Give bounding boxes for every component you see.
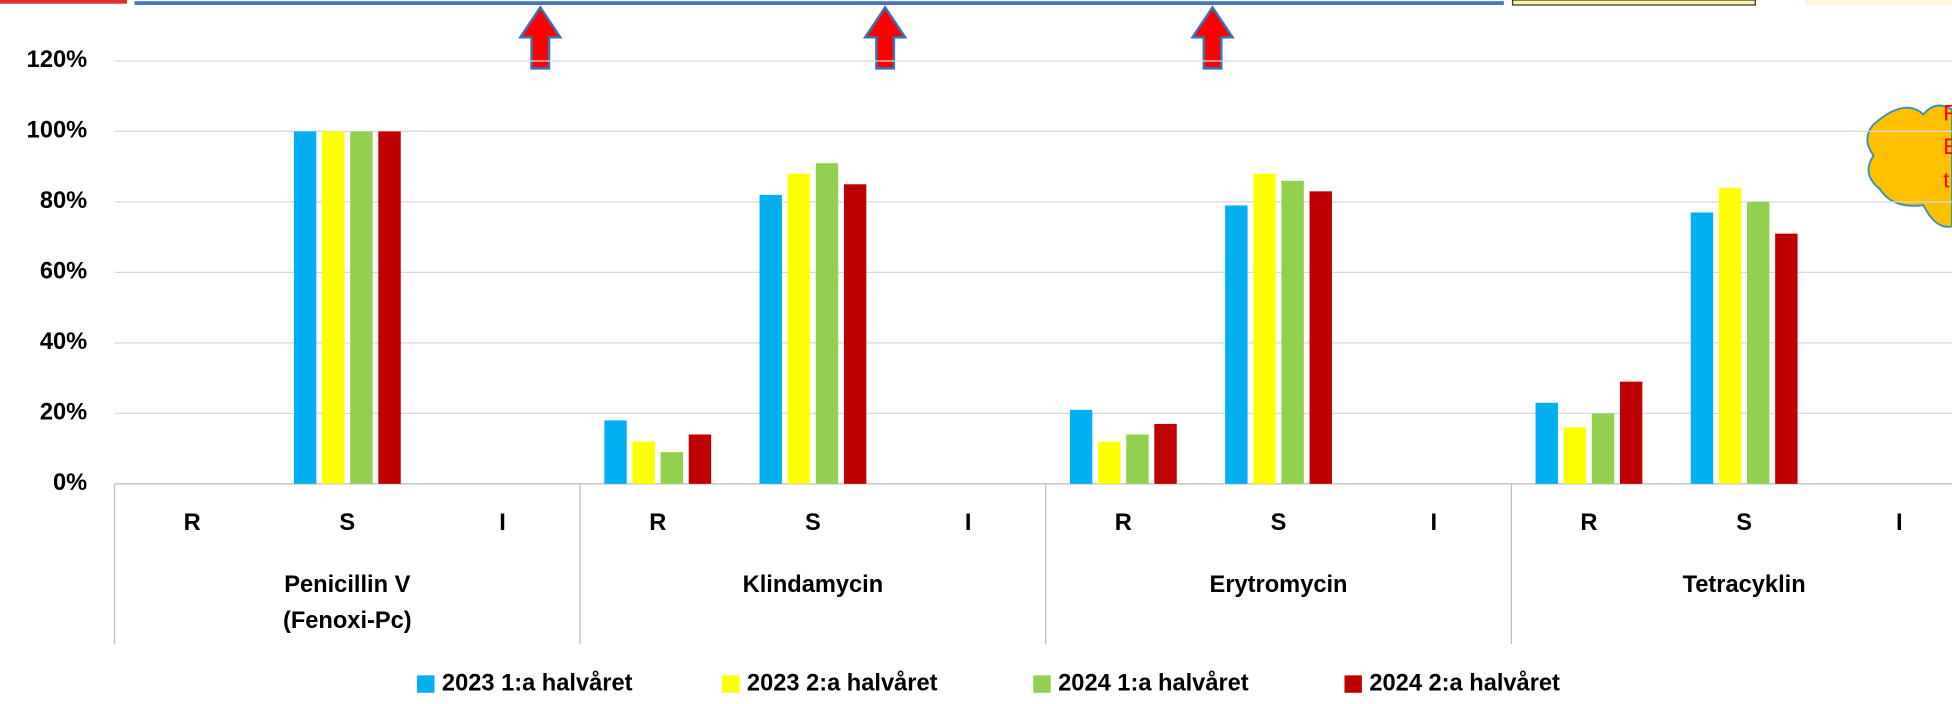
bar <box>1747 201 1770 484</box>
top-box <box>1511 0 1756 6</box>
x-tick-label: S <box>1736 510 1752 536</box>
arrows <box>518 5 1235 70</box>
top-bar-blue <box>134 1 1504 5</box>
bar <box>1690 212 1714 484</box>
legend-label: 2023 2:a halvåret <box>747 670 938 696</box>
callout: FEt <box>1943 100 1952 192</box>
bar <box>350 131 373 484</box>
group-label: (Fenoxi-Pc) <box>283 608 412 634</box>
x-tick-label: R <box>1115 510 1132 536</box>
bar <box>1098 441 1121 484</box>
x-tick-label: R <box>184 510 201 536</box>
legend-swatch <box>1344 675 1362 693</box>
plot: 0% 20% 40% 60% 80% 100% 120% R S I R S I R S I R S I Penici… <box>27 47 1952 696</box>
x-tick-label: I <box>1430 510 1437 536</box>
x-tick-label: S <box>805 510 821 536</box>
bar <box>787 173 811 484</box>
bar <box>604 420 627 484</box>
y-tick-label: 120% <box>27 47 87 73</box>
y-tick-label: 100% <box>27 118 87 144</box>
group-label: Penicillin V <box>284 572 410 598</box>
legend-swatch <box>417 675 435 693</box>
legend-label: 2024 2:a halvåret <box>1369 670 1560 696</box>
bar <box>1225 205 1248 484</box>
bar <box>1309 191 1332 484</box>
bar <box>688 434 712 484</box>
y-tick-label: 0% <box>53 470 87 496</box>
bar <box>1563 427 1587 484</box>
y-tick-label: 20% <box>40 400 87 426</box>
bar <box>1154 423 1177 484</box>
bar <box>759 194 782 484</box>
legend-label: 2023 1:a halvåret <box>442 670 633 696</box>
arrow <box>518 5 563 70</box>
x-tick-label: R <box>649 510 666 536</box>
bar <box>632 441 655 484</box>
x-tick-label: I <box>965 510 972 536</box>
y-tick-label: 60% <box>40 259 87 285</box>
bar <box>378 131 401 484</box>
legend-label: 2024 1:a halvåret <box>1058 670 1249 696</box>
bar <box>322 131 345 484</box>
legend-swatch <box>1033 675 1051 693</box>
bar <box>1718 187 1742 484</box>
top-bar-red <box>0 0 127 4</box>
bar <box>1126 434 1149 484</box>
y-tick-label: 40% <box>40 329 87 355</box>
bar <box>1535 402 1558 484</box>
x-tick-label: S <box>339 510 355 536</box>
arrow <box>1190 5 1235 70</box>
bar <box>660 452 684 484</box>
bar <box>1069 409 1093 484</box>
group-label: Klindamycin <box>743 572 884 598</box>
callout-text: t <box>1943 168 1950 193</box>
x-tick-label: S <box>1271 510 1287 536</box>
x-tick-label: R <box>1580 510 1597 536</box>
group-label: Tetracyklin <box>1683 572 1806 598</box>
bar <box>1775 233 1798 484</box>
x-tick-label: I <box>1896 510 1903 536</box>
arrow <box>862 5 908 70</box>
bar <box>1591 413 1615 484</box>
x-tick-label: I <box>499 510 506 536</box>
y-tick-label: 80% <box>40 188 87 214</box>
legend-swatch <box>722 675 740 693</box>
callout-cloud <box>1866 104 1952 228</box>
bar <box>1281 180 1304 484</box>
callout-text: E <box>1943 134 1952 159</box>
callout-text: F <box>1943 100 1952 125</box>
bar <box>1253 173 1276 484</box>
bar <box>293 131 317 484</box>
bar <box>815 163 839 484</box>
group-label: Erytromycin <box>1210 572 1348 598</box>
bar <box>843 184 867 484</box>
top-box-2 <box>1805 0 1952 5</box>
bar <box>1619 381 1643 484</box>
